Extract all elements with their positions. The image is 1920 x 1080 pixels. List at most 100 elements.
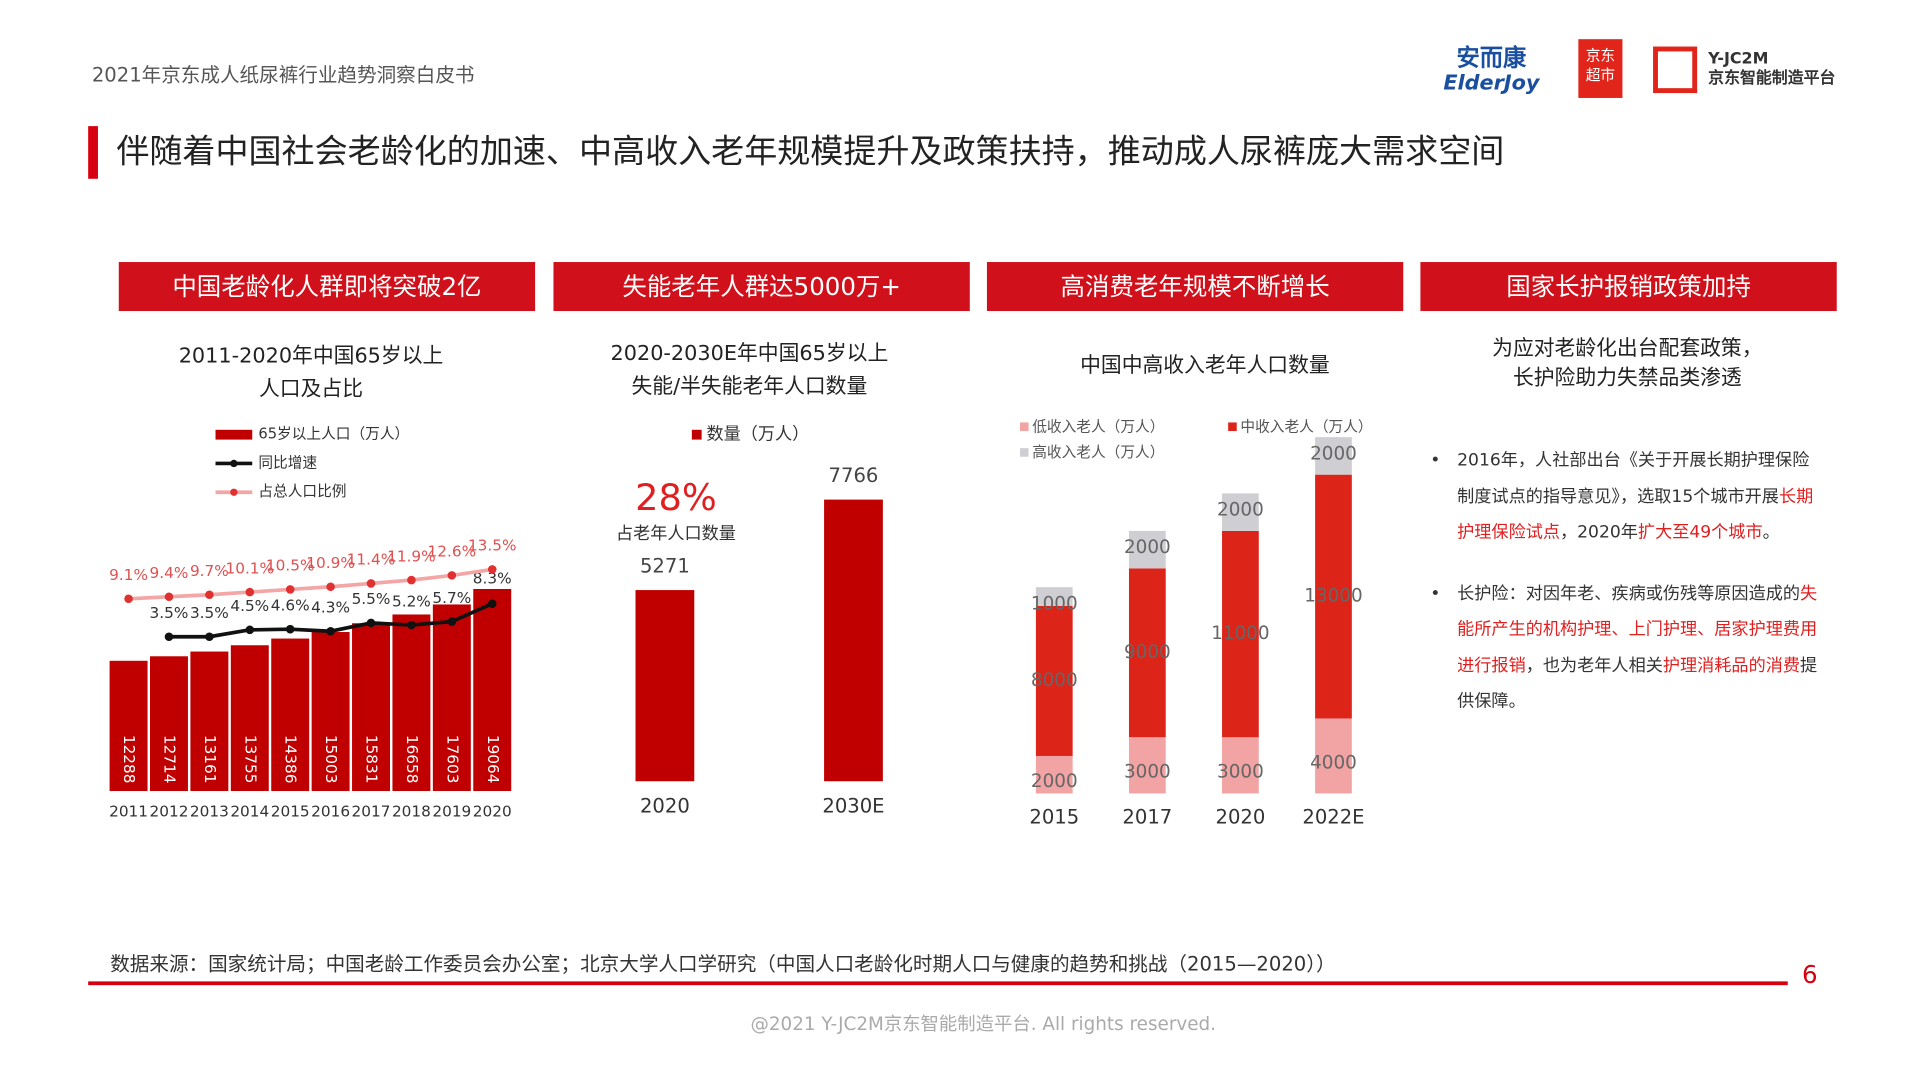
segment-label: 1000: [1031, 593, 1078, 614]
bullet-text: 提供保障。: [1457, 655, 1818, 712]
bar-segment: [1222, 737, 1259, 794]
point-label: 11.9%: [387, 547, 436, 565]
segment-label: 2000: [1124, 537, 1171, 558]
point: [366, 579, 376, 588]
point: [164, 632, 174, 642]
panel-header-text: 中国老龄化人群即将突破2亿: [172, 272, 481, 301]
segment-label: 2000: [1031, 771, 1078, 792]
segment-label: 9000: [1124, 642, 1171, 663]
bar: [190, 651, 229, 792]
bar-segment: [1128, 568, 1166, 738]
bullet: 长护险：对因年老、疾病或伤残等原因造成的失能所产生的机构护理、上门护理、居家护理…: [1430, 576, 1822, 720]
logo-box: [1578, 39, 1623, 98]
source: 数据来源：国家统计局；中国老龄工作委员会办公室；北京大学人口学研究（中国人口老龄…: [110, 952, 1335, 975]
point: [326, 582, 335, 592]
bar: [432, 604, 471, 792]
panel-header: [553, 262, 970, 312]
bar-value-label: 19064: [484, 735, 502, 784]
point: [245, 587, 255, 597]
bullet-text: 2016年，人社部出台《关于开展长期护理保险制度试点的指导意见》，选取15个城市…: [1457, 450, 1810, 507]
bar-segment: [1035, 587, 1073, 606]
point: [164, 592, 174, 602]
legend-dot: [230, 459, 238, 468]
point: [205, 632, 214, 642]
point-label: 10.9%: [306, 554, 355, 572]
bar-segment: [1222, 493, 1259, 531]
point-label: 4.6%: [271, 596, 310, 614]
report-name: 2021年京东成人纸尿裤行业趋势洞察白皮书: [92, 63, 475, 86]
bar: [109, 660, 148, 792]
point-label: 10.5%: [266, 557, 315, 575]
legend-label: 占总人口比例: [258, 483, 346, 500]
bar: [824, 499, 883, 782]
legend-dot: [230, 488, 238, 496]
bar-value-label: 12288: [120, 735, 138, 784]
bar-segment: [1315, 474, 1352, 719]
point-label: 9.7%: [190, 562, 229, 580]
bar-value-label: 16658: [403, 735, 421, 784]
legend-swatch: [691, 429, 702, 440]
bar: [352, 623, 390, 792]
highlight-text: 失能所产生的机构护理、上门护理、居家护理费用进行报销: [1457, 583, 1818, 676]
legend-swatch: [215, 429, 253, 440]
point: [487, 599, 497, 608]
bar-value-label: 13755: [241, 735, 259, 784]
bar: [473, 588, 512, 792]
point-label: 9.4%: [150, 564, 189, 582]
panel-header-text: 高消费老年规模不断增长: [1061, 272, 1330, 301]
bar-value-label: 5271: [640, 554, 690, 577]
highlight-text: 长期护理保险试点: [1457, 486, 1814, 543]
x-tick-label: 2014: [230, 802, 269, 820]
chart-title: 人口及占比: [259, 376, 363, 400]
point-label: 11.4%: [347, 551, 396, 569]
bar: [150, 656, 188, 792]
x-tick-label: 2022E: [1302, 805, 1364, 828]
legend-swatch: [1020, 422, 1029, 432]
point-label: 9.1%: [109, 566, 148, 584]
segment-label: 8000: [1031, 670, 1078, 691]
point: [366, 618, 376, 628]
segment-label: 13000: [1304, 586, 1362, 607]
title-bar: [88, 126, 98, 179]
point: [487, 565, 497, 574]
panel-header-text: 国家长护报销政策加持: [1506, 272, 1751, 301]
bar: [311, 632, 350, 792]
chart-title: 2020-2030E年中国65岁以上: [611, 341, 889, 365]
bullet-text: 。: [1762, 522, 1780, 543]
x-tick-label: 2015: [271, 802, 310, 820]
point-label: 4.5%: [230, 597, 269, 615]
bar-value-label: 13161: [201, 735, 219, 784]
x-tick-label: 2030E: [822, 794, 884, 817]
x-tick-label: 2011: [109, 802, 148, 820]
point: [245, 625, 255, 635]
page-number: 6: [1802, 960, 1818, 989]
bar: [230, 645, 269, 792]
chart-title: 失能/半失能老年人口数量: [631, 374, 867, 398]
point-label: 12.6%: [428, 543, 477, 561]
bar-value-label: 17603: [443, 735, 461, 784]
legend-label: 同比增速: [258, 454, 317, 471]
logo: ElderJoy: [1443, 70, 1541, 94]
chart-title: 中国中高收入老年人口数量: [1080, 353, 1330, 377]
segment-label: 3000: [1124, 762, 1171, 783]
segment-label: 4000: [1310, 752, 1357, 773]
point-label: 4.3%: [311, 598, 350, 616]
x-tick-label: 2017: [1122, 805, 1172, 828]
x-tick-label: 2013: [190, 802, 229, 820]
bar-segment: [1315, 437, 1352, 475]
point-label: 5.5%: [352, 590, 391, 608]
highlight-text: 护理消耗品的消费: [1662, 655, 1800, 676]
segment-label: 2000: [1310, 443, 1357, 464]
x-tick-label: 2020: [473, 802, 512, 820]
bar-segment: [1128, 530, 1166, 569]
panel-header: [1420, 262, 1837, 312]
panel-header: [118, 262, 536, 312]
bar: [635, 590, 695, 782]
x-tick-label: 2015: [1029, 805, 1079, 828]
point: [285, 585, 295, 594]
bar-segment: [1035, 605, 1073, 756]
policy-bullets: 2016年，人社部出台《关于开展长期护理保险制度试点的指导意见》，选取15个城市…: [1430, 443, 1822, 720]
bar: [392, 614, 431, 792]
x-tick-label: 2020: [1215, 805, 1265, 828]
